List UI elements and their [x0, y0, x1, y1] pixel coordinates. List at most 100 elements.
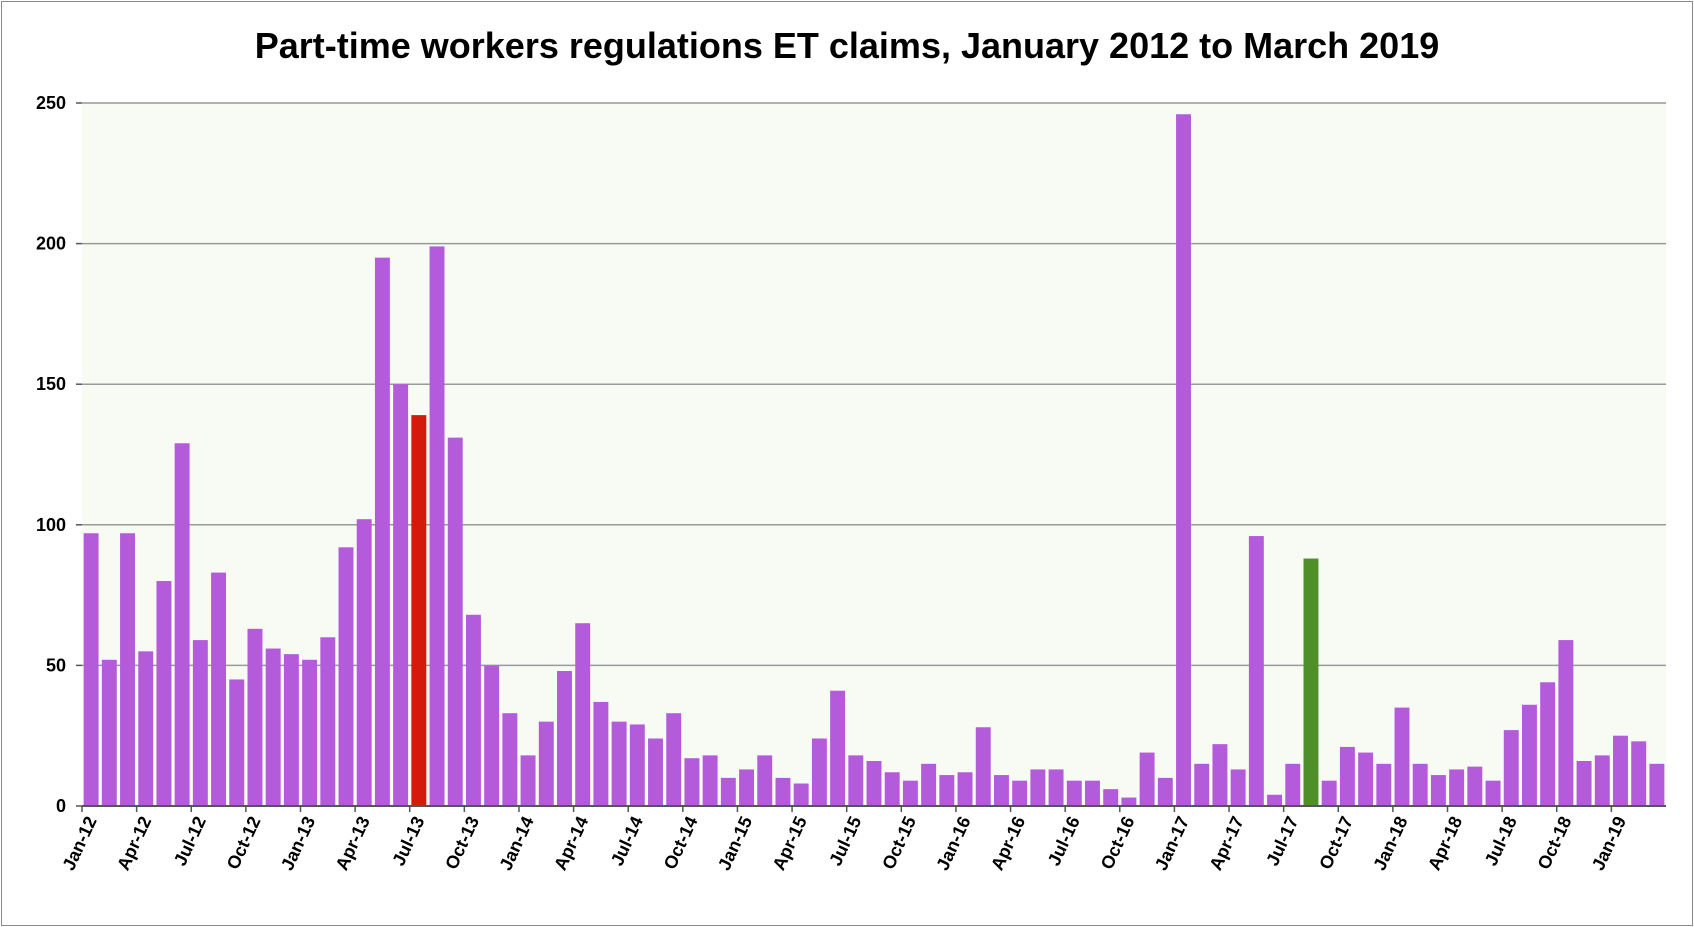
bar-mar-19 — [1649, 763, 1665, 806]
bar-apr-15 — [793, 783, 809, 806]
bar-aug-12 — [211, 572, 227, 806]
x-tick-label: Jul-18 — [1481, 813, 1521, 869]
bar-sep-15 — [884, 772, 900, 806]
bar-may-14 — [593, 701, 609, 806]
x-tick-label: Jan-15 — [714, 813, 756, 873]
x-tick-label: Jan-17 — [1151, 813, 1193, 873]
bar-sep-14 — [666, 713, 682, 806]
bar-jul-16 — [1066, 780, 1082, 806]
x-tick-label: Jan-18 — [1369, 813, 1411, 873]
bars — [83, 114, 1665, 806]
x-tick-label: Jan-19 — [1588, 813, 1630, 873]
bar-mar-13 — [338, 547, 354, 806]
bar-apr-16 — [1012, 780, 1028, 806]
x-tick-label: Oct-14 — [660, 813, 702, 872]
x-tick-label: Oct-16 — [1097, 813, 1139, 872]
bar-apr-13 — [356, 519, 372, 806]
bar-sep-13 — [447, 437, 463, 806]
bar-may-15 — [811, 738, 827, 806]
bar-feb-17 — [1194, 763, 1210, 806]
bar-mar-18 — [1430, 775, 1446, 806]
bar-dec-14 — [720, 777, 736, 806]
bar-aug-16 — [1085, 780, 1100, 806]
bar-oct-12 — [247, 628, 263, 806]
bar-nov-18 — [1576, 761, 1592, 806]
bar-may-13 — [374, 257, 390, 806]
bar-may-17 — [1248, 536, 1264, 806]
bar-nov-12 — [265, 648, 281, 806]
bar-apr-17 — [1230, 769, 1246, 806]
bar-jul-14 — [629, 724, 645, 806]
x-tick-label: Jul-13 — [388, 813, 428, 869]
x-tick-label: Apr-17 — [1206, 813, 1248, 873]
bar-jan-16 — [957, 772, 973, 806]
x-tick-label: Jan-13 — [277, 813, 319, 873]
y-axis-ticks: 0 50 100 150 200 250 — [36, 93, 82, 816]
bar-jul-17 — [1285, 763, 1301, 806]
bar-may-12 — [156, 581, 172, 806]
bar-sep-16 — [1103, 789, 1119, 806]
y-tick-label: 0 — [56, 796, 66, 816]
x-tick-label: Apr-18 — [1424, 813, 1466, 873]
bar-mar-16 — [993, 775, 1009, 806]
bar-jan-19 — [1613, 735, 1628, 806]
bar-oct-17 — [1339, 746, 1355, 806]
bar-jan-12 — [83, 533, 99, 806]
y-tick-label: 150 — [36, 374, 66, 394]
bar-jun-16 — [1048, 769, 1064, 806]
bar-jul-12 — [192, 640, 208, 806]
x-tick-label: Oct-13 — [441, 813, 483, 872]
bar-feb-16 — [975, 727, 991, 806]
bar-oct-18 — [1558, 640, 1574, 806]
x-tick-label: Oct-18 — [1534, 813, 1576, 872]
bar-nov-14 — [702, 755, 718, 806]
bar-dec-12 — [283, 654, 299, 806]
bar-dec-13 — [502, 713, 518, 806]
bar-dec-15 — [939, 775, 955, 806]
bar-oct-16 — [1121, 797, 1137, 806]
bar-apr-18 — [1449, 769, 1465, 806]
bar-aug-13 — [429, 246, 445, 806]
x-tick-label: Apr-14 — [550, 813, 592, 873]
x-tick-label: Jul-12 — [170, 813, 210, 869]
bar-nov-15 — [921, 763, 937, 806]
y-tick-label: 200 — [36, 234, 66, 254]
bar-aug-15 — [866, 761, 882, 806]
x-tick-label: Jul-15 — [825, 813, 865, 869]
bar-aug-14 — [648, 738, 663, 806]
bar-feb-18 — [1412, 763, 1428, 806]
bar-jun-13 — [393, 384, 409, 806]
bar-jan-17 — [1176, 114, 1191, 806]
bar-dec-16 — [1157, 777, 1173, 806]
x-tick-label: Apr-13 — [332, 813, 374, 873]
bar-feb-19 — [1631, 741, 1647, 806]
bar-apr-14 — [575, 623, 591, 806]
bar-jul-13 — [411, 415, 427, 806]
bar-jun-14 — [611, 721, 627, 806]
plot-area — [82, 103, 1666, 806]
bar-oct-14 — [684, 758, 700, 806]
bar-oct-15 — [902, 780, 918, 806]
bar-jan-18 — [1394, 707, 1410, 806]
x-tick-label: Oct-17 — [1315, 813, 1357, 872]
x-tick-label: Jul-16 — [1044, 813, 1084, 869]
bar-jul-18 — [1503, 730, 1519, 806]
bar-jan-13 — [302, 659, 318, 806]
bar-feb-15 — [757, 755, 773, 806]
x-tick-label: Jul-14 — [607, 813, 647, 869]
bar-aug-17 — [1303, 558, 1319, 806]
bar-mar-12 — [120, 533, 135, 806]
bar-jun-17 — [1267, 794, 1283, 806]
bar-jun-12 — [174, 443, 190, 806]
x-tick-label: Apr-15 — [769, 813, 811, 873]
bar-jan-15 — [739, 769, 755, 806]
bar-nov-13 — [484, 665, 500, 806]
bar-sep-18 — [1540, 682, 1556, 806]
bar-nov-17 — [1358, 752, 1374, 806]
bar-jul-15 — [848, 755, 864, 806]
bar-oct-13 — [465, 614, 481, 806]
x-tick-label: Jan-12 — [58, 813, 100, 873]
bar-sep-17 — [1321, 780, 1337, 806]
bar-jun-15 — [830, 690, 846, 806]
